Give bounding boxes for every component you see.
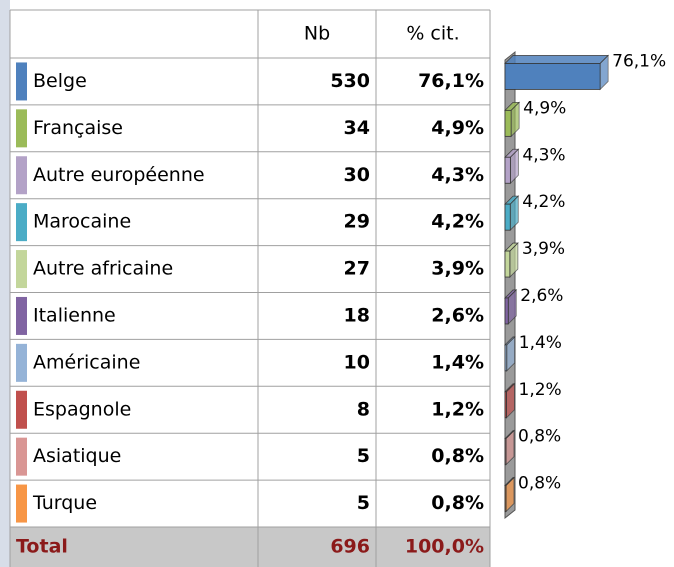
bar bbox=[504, 54, 610, 91]
row-percent: 2,6% bbox=[431, 304, 484, 326]
row-percent: 4,9% bbox=[431, 117, 484, 139]
row-swatch bbox=[16, 62, 27, 101]
bar bbox=[504, 242, 519, 279]
row-count: 34 bbox=[344, 117, 370, 139]
bar-face bbox=[504, 63, 601, 90]
value-label: 3,9% bbox=[522, 239, 565, 259]
row-percent: 4,2% bbox=[431, 211, 484, 233]
bar-face bbox=[504, 203, 511, 231]
row-percent: 1,2% bbox=[431, 398, 484, 420]
value-label: 1,4% bbox=[519, 333, 562, 353]
row-label: Asiatique bbox=[33, 445, 121, 467]
bar-face bbox=[504, 156, 511, 184]
row-percent: 0,8% bbox=[431, 492, 484, 514]
total-label: Total bbox=[16, 536, 68, 558]
bar bbox=[504, 476, 515, 513]
row-count: 29 bbox=[344, 211, 370, 233]
row-count: 530 bbox=[330, 70, 370, 92]
value-label: 76,1% bbox=[612, 51, 666, 71]
row-swatch bbox=[16, 109, 27, 148]
row-swatch bbox=[16, 156, 27, 195]
row-percent: 1,4% bbox=[431, 351, 484, 373]
row-swatch bbox=[16, 203, 27, 242]
value-label: 1,2% bbox=[519, 380, 562, 400]
row-swatch bbox=[16, 484, 27, 523]
value-label: 4,3% bbox=[522, 145, 565, 165]
value-label: 2,6% bbox=[520, 286, 563, 306]
bar bbox=[504, 101, 521, 138]
row-percent: 76,1% bbox=[418, 70, 484, 92]
row-swatch bbox=[16, 250, 27, 289]
total-percent: 100,0% bbox=[405, 536, 484, 558]
row-label: Espagnole bbox=[33, 398, 131, 420]
row-swatch bbox=[16, 390, 27, 429]
side-strip bbox=[0, 0, 10, 567]
row-count: 5 bbox=[357, 445, 370, 467]
row-count: 5 bbox=[357, 492, 370, 514]
bar-face bbox=[504, 109, 512, 137]
row-swatch bbox=[16, 437, 27, 476]
row-label: Autre européenne bbox=[33, 164, 205, 186]
bar-face bbox=[504, 485, 507, 512]
row-label: Américaine bbox=[33, 351, 140, 373]
row-percent: 3,9% bbox=[431, 258, 484, 280]
bar-face bbox=[504, 250, 511, 278]
row-count: 18 bbox=[344, 304, 370, 326]
value-label: 0,8% bbox=[518, 474, 561, 494]
bar-face bbox=[504, 55, 610, 64]
row-count: 27 bbox=[344, 258, 370, 280]
table-bg bbox=[10, 10, 490, 567]
bar-face bbox=[504, 297, 509, 325]
bar-face bbox=[504, 438, 507, 466]
row-swatch bbox=[16, 343, 27, 382]
value-label: 4,9% bbox=[523, 98, 566, 118]
row-label: Turque bbox=[32, 492, 97, 514]
row-label: Autre africaine bbox=[33, 258, 173, 280]
column-header: % cit. bbox=[406, 23, 459, 45]
bar bbox=[504, 335, 516, 372]
row-label: Marocaine bbox=[33, 211, 131, 233]
bar bbox=[504, 288, 518, 325]
row-swatch bbox=[16, 296, 27, 335]
row-label: Italienne bbox=[33, 304, 116, 326]
total-bg bbox=[10, 527, 490, 567]
row-percent: 4,3% bbox=[431, 164, 484, 186]
bar bbox=[504, 382, 516, 419]
row-count: 10 bbox=[344, 351, 370, 373]
row-count: 30 bbox=[344, 164, 370, 186]
bar bbox=[504, 195, 520, 232]
value-label: 4,2% bbox=[522, 192, 565, 212]
column-header: Nb bbox=[304, 23, 330, 45]
total-count: 696 bbox=[330, 536, 370, 558]
bar bbox=[504, 429, 515, 466]
bar-face bbox=[504, 344, 508, 372]
row-label: Française bbox=[33, 117, 123, 139]
value-label: 0,8% bbox=[518, 427, 561, 447]
row-percent: 0,8% bbox=[431, 445, 484, 467]
bar-face bbox=[504, 391, 507, 419]
bar bbox=[504, 148, 520, 185]
row-count: 8 bbox=[357, 398, 370, 420]
row-label: Belge bbox=[33, 70, 87, 92]
